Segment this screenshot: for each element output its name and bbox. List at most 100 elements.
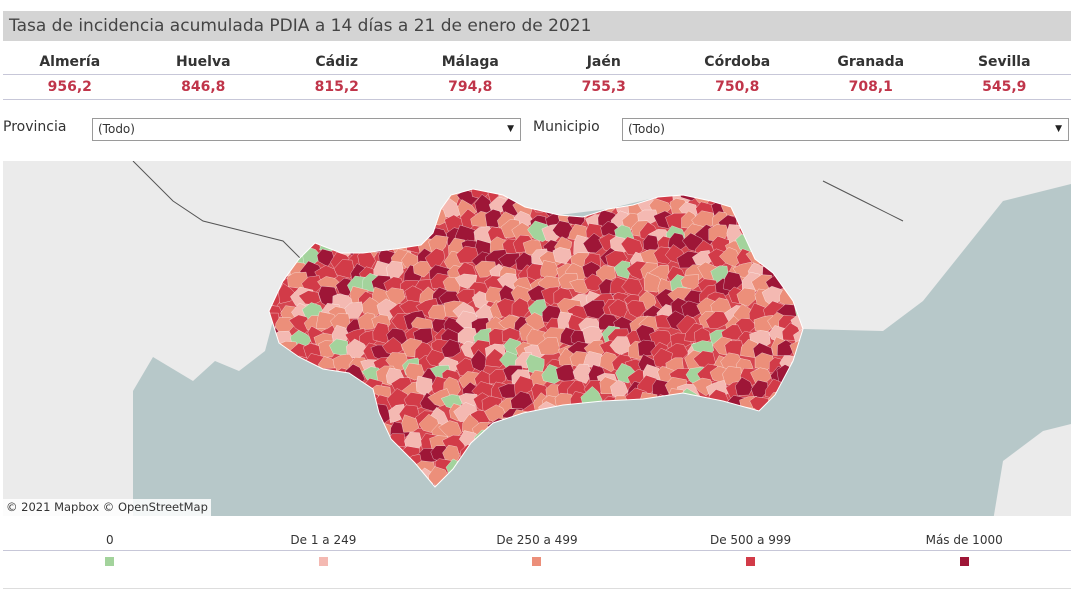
municipality-shape[interactable] <box>680 401 700 421</box>
municipality-shape[interactable] <box>726 418 749 441</box>
municipality-shape[interactable] <box>634 427 658 448</box>
municipality-shape[interactable] <box>624 406 644 427</box>
municipality-shape[interactable] <box>721 452 742 474</box>
municipality-shape[interactable] <box>755 429 775 446</box>
municipality-shape[interactable] <box>754 487 777 506</box>
municipality-shape[interactable] <box>741 470 762 491</box>
municipality-shape[interactable] <box>318 421 340 441</box>
municipality-shape[interactable] <box>261 471 282 491</box>
municipality-shape[interactable] <box>246 461 268 476</box>
municipality-shape[interactable] <box>638 441 662 463</box>
municipality-shape[interactable] <box>705 311 730 329</box>
municipality-shape[interactable] <box>430 485 452 502</box>
municipality-shape[interactable] <box>389 473 411 493</box>
municipality-shape[interactable] <box>257 446 280 467</box>
municipality-shape[interactable] <box>320 457 343 474</box>
municipality-shape[interactable] <box>765 445 783 467</box>
municipality-shape[interactable] <box>265 414 281 435</box>
municipality-shape[interactable] <box>749 411 774 428</box>
municipality-shape[interactable] <box>613 455 634 478</box>
municipality-shape[interactable] <box>569 417 590 439</box>
municipality-shape[interactable] <box>776 339 795 357</box>
municipality-shape[interactable] <box>360 431 380 448</box>
municipality-shape[interactable] <box>528 410 550 427</box>
municipality-shape[interactable] <box>595 459 616 476</box>
municipality-shape[interactable] <box>259 479 282 502</box>
municipality-shape[interactable] <box>705 404 728 426</box>
municipality-shape[interactable] <box>355 444 377 464</box>
municipality-shape[interactable] <box>550 444 577 466</box>
municipality-shape[interactable] <box>523 445 547 465</box>
municipality-shape[interactable] <box>653 246 672 265</box>
municipality-shape[interactable] <box>699 480 719 497</box>
municipality-shape[interactable] <box>363 469 382 486</box>
municipality-shape[interactable] <box>263 377 281 397</box>
municipality-shape[interactable] <box>260 461 282 481</box>
municipality-shape[interactable] <box>574 404 597 420</box>
municipality-shape[interactable] <box>626 470 651 486</box>
municipality-shape[interactable] <box>309 443 331 465</box>
legend-swatch[interactable] <box>532 556 542 566</box>
municipality-shape[interactable] <box>395 480 422 501</box>
municipality-shape[interactable] <box>303 419 322 436</box>
municipality-shape[interactable] <box>386 260 404 279</box>
municipality-shape[interactable] <box>709 430 728 450</box>
municipality-shape[interactable] <box>781 430 801 450</box>
municipality-shape[interactable] <box>285 381 308 401</box>
municipality-shape[interactable] <box>484 348 504 368</box>
municipality-shape[interactable] <box>679 433 702 453</box>
municipality-shape[interactable] <box>314 396 335 415</box>
municipality-shape[interactable] <box>484 489 502 505</box>
municipality-shape[interactable] <box>722 405 743 424</box>
municipality-shape[interactable] <box>305 396 327 417</box>
municipality-shape[interactable] <box>797 483 819 501</box>
municipality-shape[interactable] <box>376 467 399 487</box>
municipality-shape[interactable] <box>592 485 614 502</box>
municipality-shape[interactable] <box>501 467 522 488</box>
municipality-shape[interactable] <box>774 394 798 414</box>
municipality-shape[interactable] <box>532 419 552 440</box>
municipality-shape[interactable] <box>441 339 462 358</box>
municipality-shape[interactable] <box>335 405 355 421</box>
municipality-shape[interactable] <box>470 473 493 491</box>
municipality-shape[interactable] <box>316 382 337 399</box>
municipality-shape[interactable] <box>284 433 309 451</box>
municipality-shape[interactable] <box>582 402 601 420</box>
municipality-shape[interactable] <box>711 442 731 463</box>
municipality-shape[interactable] <box>438 485 463 502</box>
municipality-shape[interactable] <box>270 485 294 506</box>
municipality-shape[interactable] <box>582 300 608 320</box>
municipality-shape[interactable] <box>680 274 699 290</box>
municipality-shape[interactable] <box>709 466 729 486</box>
municipality-shape[interactable] <box>248 466 270 486</box>
municipality-shape[interactable] <box>349 489 368 506</box>
municipality-shape[interactable] <box>597 468 621 488</box>
municipality-shape[interactable] <box>357 312 378 330</box>
municipality-shape[interactable] <box>274 379 295 399</box>
municipality-shape[interactable] <box>647 460 671 479</box>
municipality-shape[interactable] <box>512 432 536 453</box>
municipality-shape[interactable] <box>666 461 690 478</box>
municipality-shape[interactable] <box>766 419 785 441</box>
municipality-shape[interactable] <box>369 439 390 462</box>
municipality-shape[interactable] <box>301 471 325 491</box>
municipality-shape[interactable] <box>496 447 519 467</box>
municipality-shape[interactable] <box>751 469 773 484</box>
municipality-shape[interactable] <box>332 488 352 503</box>
municipality-shape[interactable] <box>795 446 817 464</box>
municipality-shape[interactable] <box>303 481 326 502</box>
municipality-shape[interactable] <box>249 370 270 389</box>
municipality-shape[interactable] <box>740 338 758 358</box>
municipality-shape[interactable] <box>794 473 813 493</box>
municipality-shape[interactable] <box>328 378 348 398</box>
choropleth-map[interactable] <box>3 161 1071 516</box>
municipality-shape[interactable] <box>514 416 534 436</box>
municipality-shape[interactable] <box>622 444 646 464</box>
provincia-dropdown[interactable]: (Todo) ▼ <box>92 118 521 141</box>
municipality-shape[interactable] <box>457 485 480 504</box>
municipality-shape[interactable] <box>667 435 689 455</box>
municipality-shape[interactable] <box>359 458 383 476</box>
municipality-shape[interactable] <box>778 447 801 465</box>
municipality-shape[interactable] <box>273 434 296 453</box>
municipality-shape[interactable] <box>666 488 685 507</box>
